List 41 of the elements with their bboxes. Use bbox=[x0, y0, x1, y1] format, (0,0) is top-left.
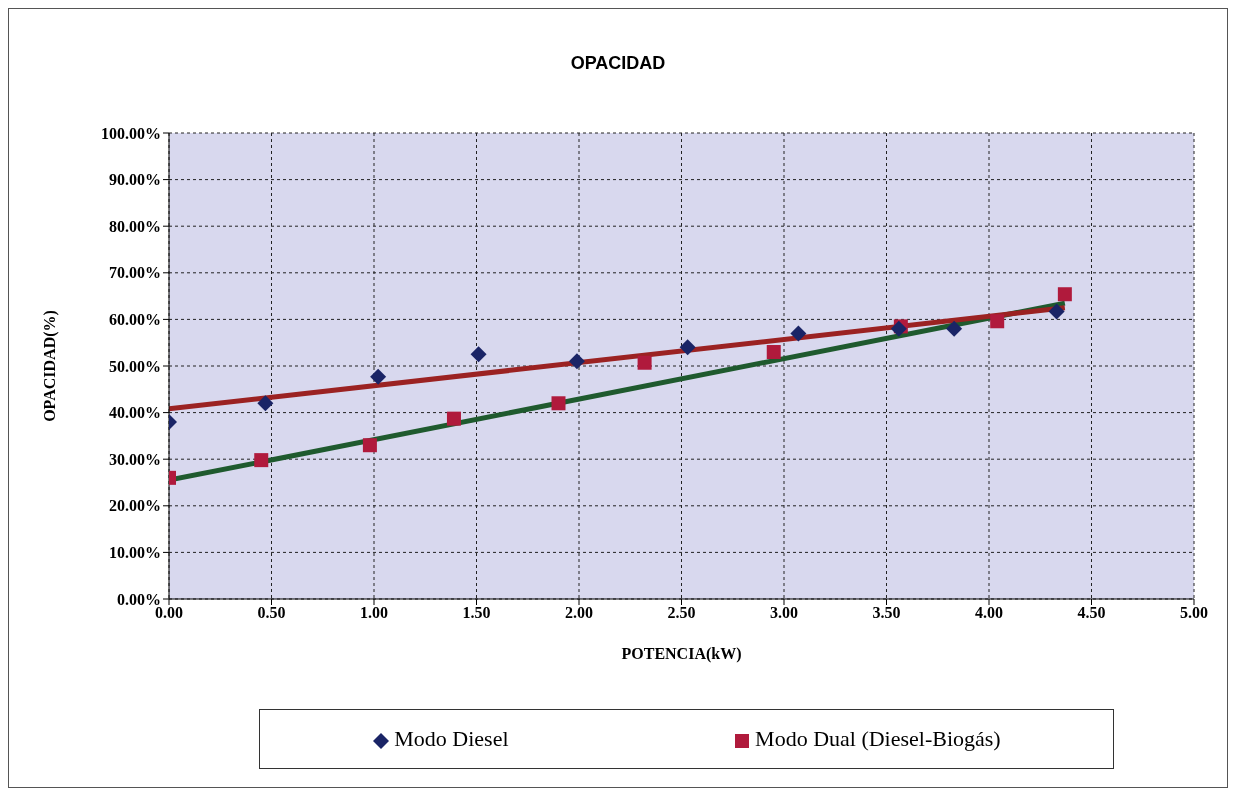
point bbox=[766, 345, 781, 360]
point bbox=[946, 320, 963, 337]
y-tick-label: 100.00% bbox=[101, 124, 161, 142]
point bbox=[254, 453, 269, 468]
x-tick-label: 1.00 bbox=[360, 604, 388, 622]
point bbox=[990, 314, 1005, 329]
point bbox=[1057, 287, 1072, 302]
x-tick-label: 2.00 bbox=[565, 604, 593, 622]
x-tick-label: 3.00 bbox=[770, 604, 798, 622]
point bbox=[679, 339, 696, 356]
x-axis-title: POTENCIA(kW) bbox=[621, 645, 742, 663]
y-tick-label: 10.00% bbox=[109, 544, 161, 562]
y-tick-label: 40.00% bbox=[109, 404, 161, 422]
x-tick-label: 3.50 bbox=[872, 604, 901, 622]
y-tick-label: 30.00% bbox=[109, 450, 161, 468]
y-tick-label: 20.00% bbox=[109, 497, 161, 515]
point bbox=[470, 346, 487, 363]
y-axis-title: OPACIDAD(%) bbox=[40, 310, 59, 422]
point bbox=[790, 325, 807, 342]
point bbox=[637, 355, 652, 370]
point bbox=[257, 395, 274, 412]
legend-label: Modo Diesel bbox=[393, 726, 509, 752]
point bbox=[446, 411, 461, 426]
y-tick-label: 60.00% bbox=[109, 311, 161, 329]
x-tick-label: 1.50 bbox=[462, 604, 491, 622]
y-tick-label: 90.00% bbox=[109, 171, 161, 189]
x-tick-label: 0.50 bbox=[257, 604, 286, 622]
point bbox=[1048, 303, 1065, 320]
y-tick-label: 50.00% bbox=[109, 357, 161, 375]
chart-title: OPACIDAD bbox=[569, 53, 667, 74]
y-tick-label: 70.00% bbox=[109, 264, 161, 282]
x-tick-label: 5.00 bbox=[1180, 604, 1208, 622]
point bbox=[370, 368, 387, 385]
point bbox=[551, 396, 566, 411]
point bbox=[568, 353, 585, 370]
x-tick-label: 2.50 bbox=[667, 604, 696, 622]
legend-label: Modo Dual (Diesel-Biogás) bbox=[754, 726, 1001, 752]
y-tick-label: 80.00% bbox=[109, 217, 161, 235]
point bbox=[362, 438, 377, 453]
x-tick-label: 4.00 bbox=[975, 604, 1003, 622]
x-tick-label: 4.50 bbox=[1077, 604, 1106, 622]
